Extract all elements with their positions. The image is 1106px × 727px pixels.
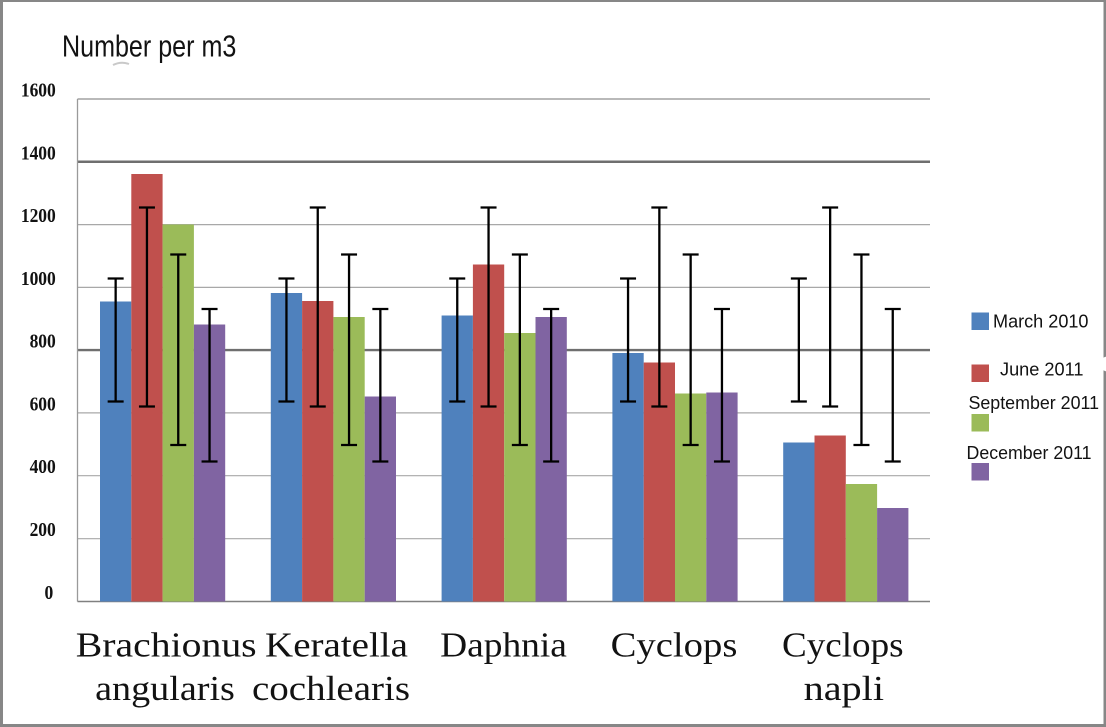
svg-text:0: 0: [44, 582, 53, 604]
svg-text:Number per m3: Number per m3: [62, 28, 236, 63]
svg-text:September 2011: September 2011: [969, 392, 1100, 413]
svg-text:Brachionus: Brachionus: [76, 627, 257, 665]
svg-text:1200: 1200: [21, 205, 56, 227]
svg-text:Keratella: Keratella: [265, 626, 408, 665]
svg-text:1400: 1400: [21, 142, 56, 164]
svg-text:December 2011: December 2011: [967, 442, 1092, 463]
svg-text:June 2011: June 2011: [1000, 359, 1084, 380]
svg-text:800: 800: [30, 331, 56, 353]
svg-text:March 2010: March 2010: [993, 310, 1089, 331]
svg-text:Cyclops: Cyclops: [782, 625, 904, 664]
svg-text:angularis: angularis: [95, 668, 235, 707]
svg-text:Daphnia: Daphnia: [440, 626, 567, 665]
svg-text:400: 400: [30, 456, 56, 478]
svg-text:Cyclops: Cyclops: [611, 625, 738, 664]
svg-text:napli: napli: [804, 669, 884, 708]
svg-text:cochlearis: cochlearis: [252, 670, 410, 709]
svg-text:600: 600: [30, 393, 56, 415]
svg-text:1600: 1600: [21, 79, 56, 101]
svg-text:200: 200: [30, 519, 56, 541]
svg-text:1000: 1000: [21, 268, 56, 290]
